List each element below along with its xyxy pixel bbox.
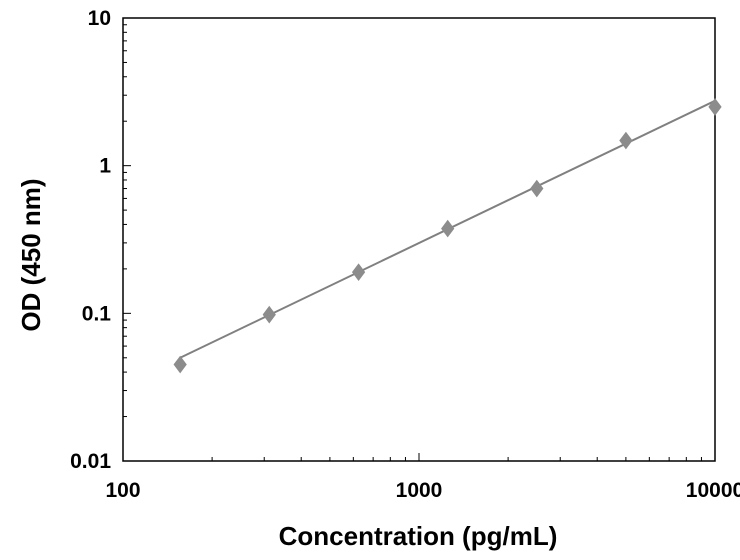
x-axis-tick-labels: 100 1000 10000 — [105, 479, 740, 502]
x-axis-title: Concentration (pg/mL) — [279, 521, 558, 551]
data-point-marker — [262, 305, 276, 324]
x-tick-label: 1000 — [396, 479, 443, 502]
data-points — [173, 98, 722, 374]
y-axis-title: OD (450 nm) — [16, 178, 46, 331]
x-tick-label: 100 — [105, 479, 140, 502]
y-axis-tick-labels: 10 1 0.1 0.01 — [70, 7, 111, 473]
y-tick-label: 0.01 — [70, 450, 111, 473]
x-tick-label: 10000 — [686, 479, 740, 502]
data-point-marker — [351, 263, 366, 282]
data-point-marker — [441, 219, 455, 238]
y-tick-label: 0.1 — [82, 302, 112, 325]
data-point-marker — [173, 355, 187, 374]
plot-area — [122, 17, 716, 462]
y-tick-label: 1 — [99, 155, 111, 178]
minor-tick-marks — [122, 24, 702, 462]
data-point-marker — [619, 131, 633, 150]
data-point-marker — [708, 98, 722, 116]
plot-border — [122, 17, 716, 462]
y-tick-label: 10 — [88, 7, 111, 30]
data-point-marker — [530, 179, 544, 198]
